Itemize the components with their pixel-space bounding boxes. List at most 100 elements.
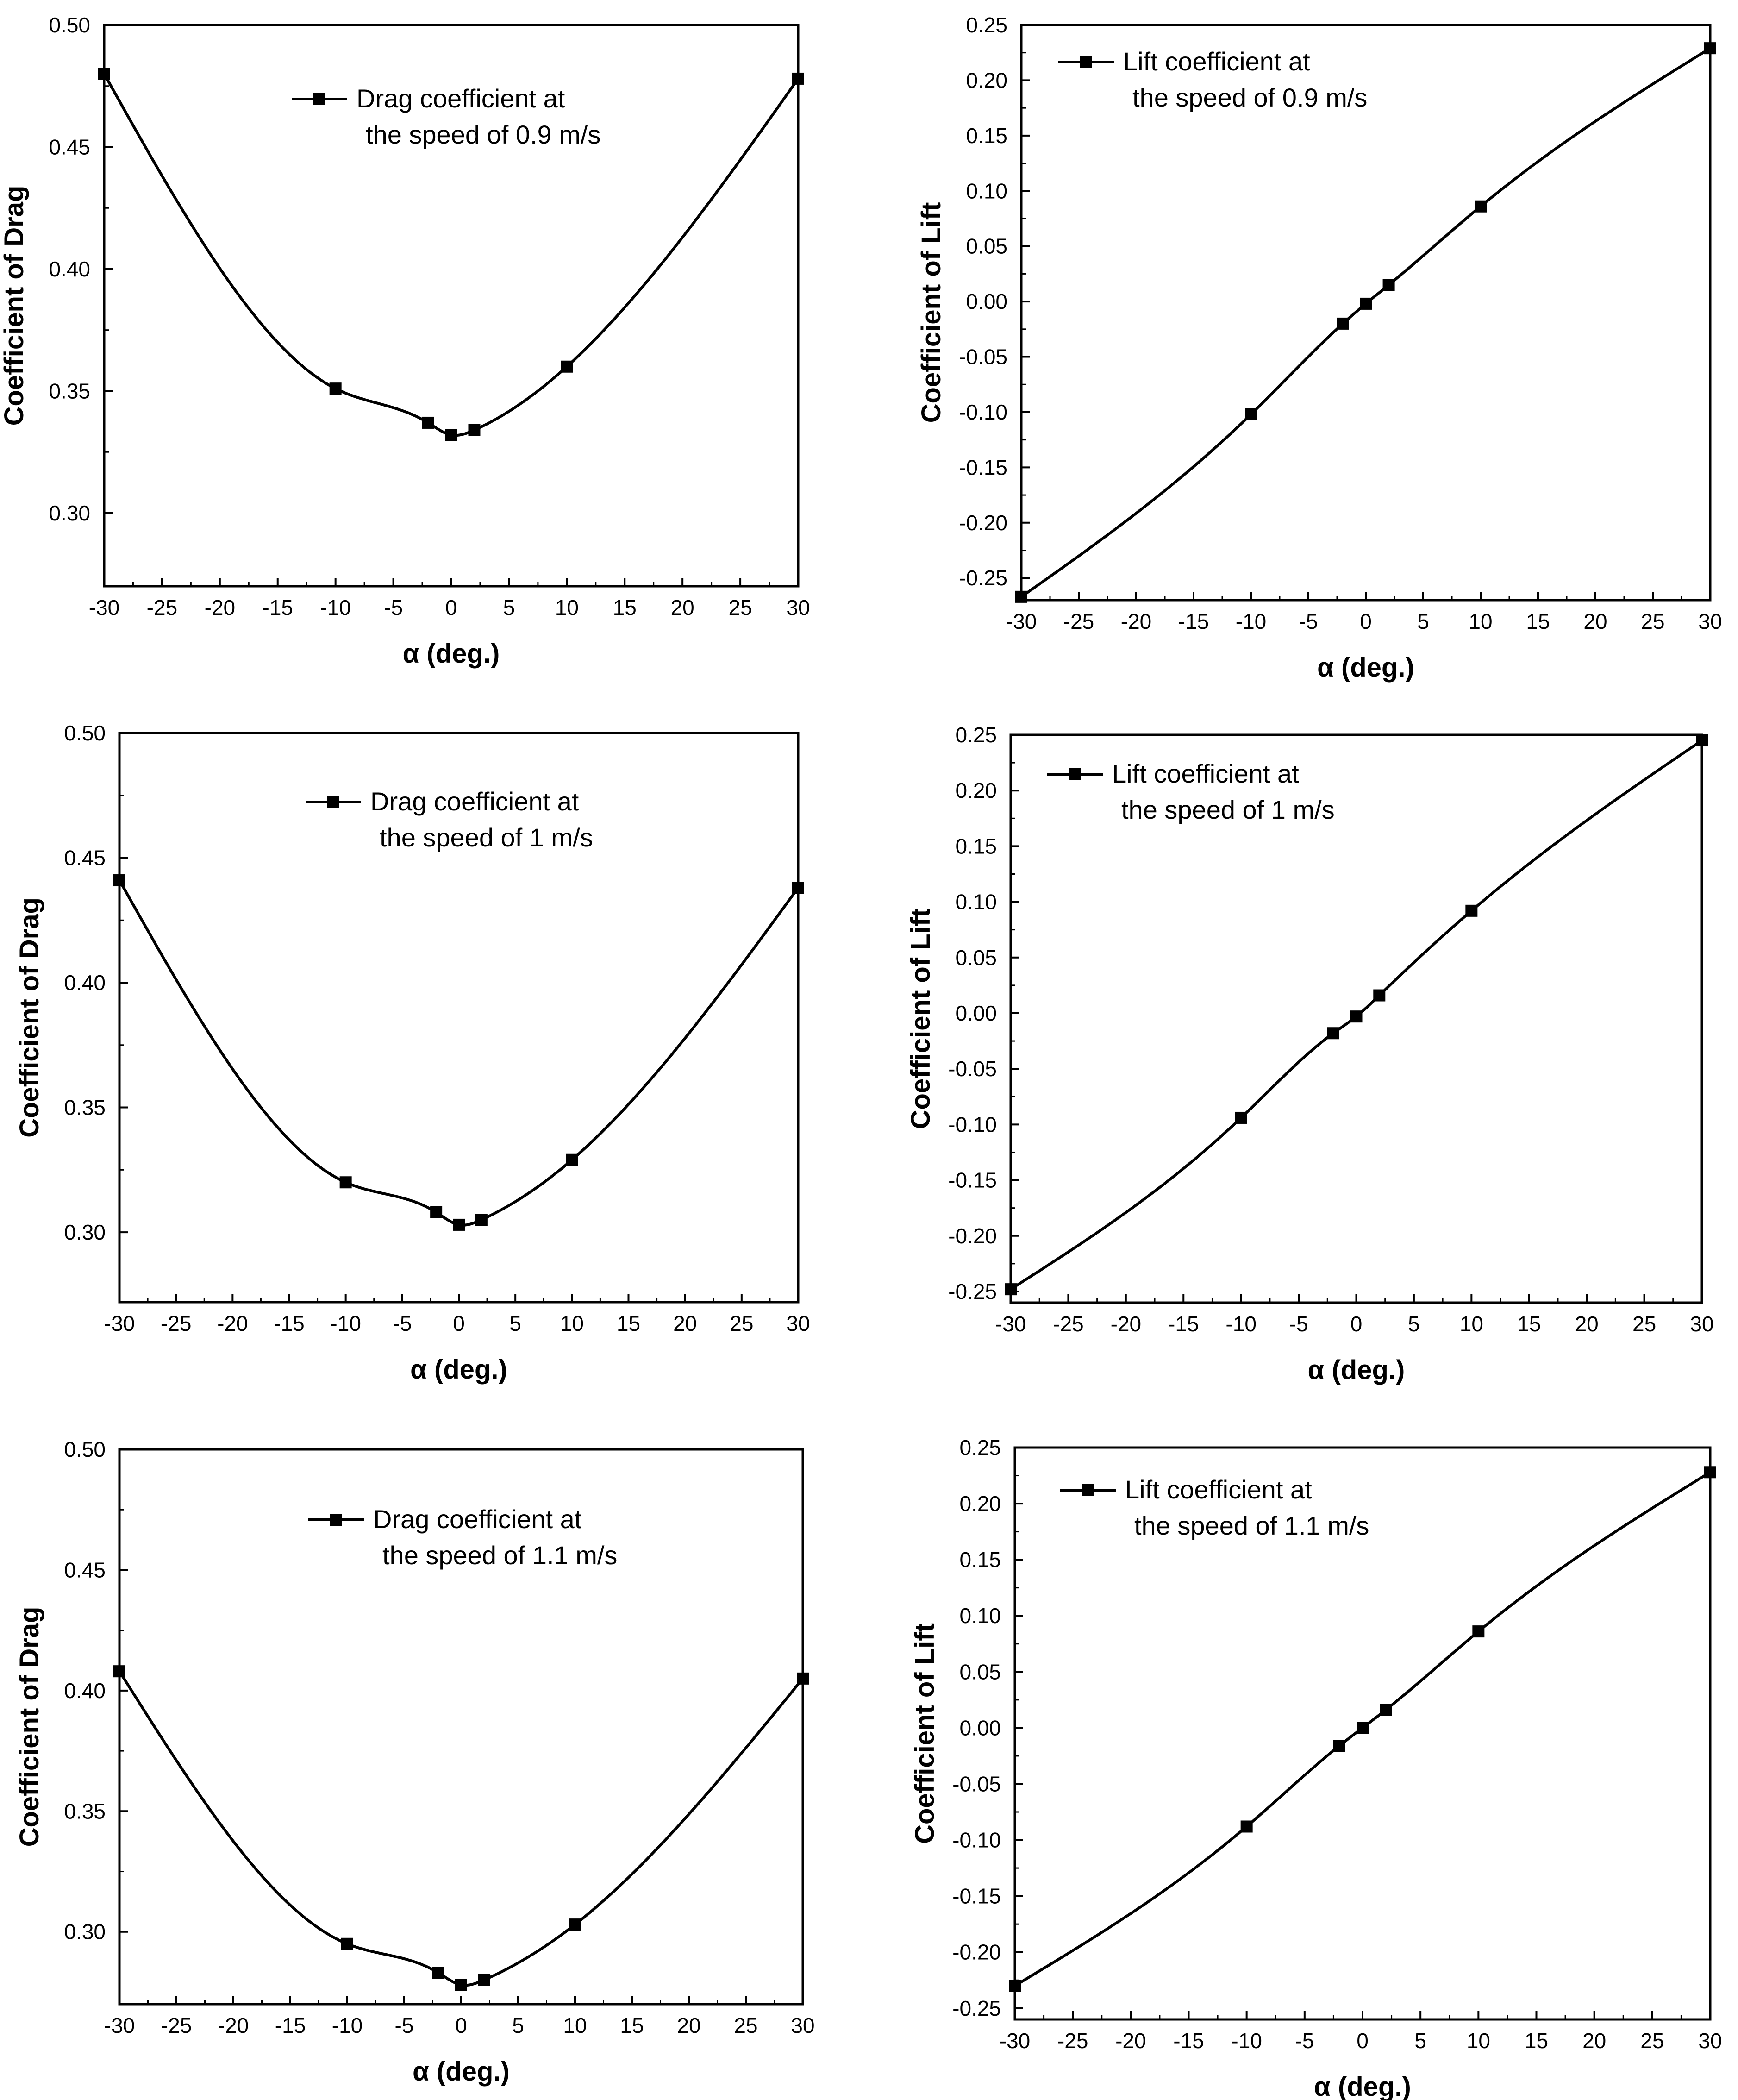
data-point-marker <box>1327 1027 1339 1039</box>
y-tick-label: 0.45 <box>64 1558 106 1582</box>
chart-panel-4: -30 -25 -20 -15 -10 -5 0 5 10 15 20 25 30 -0.25 -0.20 -… <box>906 723 1714 1385</box>
y-axis-title: Coefficient of Lift <box>906 909 936 1129</box>
legend-marker-icon <box>313 93 325 105</box>
x-tick-label: 10 <box>560 1311 584 1335</box>
y-tick-label: 0.50 <box>64 721 106 745</box>
legend: Lift coefficient at the speed of 1.1 m/s <box>1060 1475 1369 1540</box>
x-tick-label: -10 <box>332 2013 363 2037</box>
x-tick-label: -15 <box>1173 2029 1204 2053</box>
data-point-marker <box>797 1673 809 1685</box>
data-point-marker <box>1350 1010 1363 1022</box>
x-axis-title: α (deg.) <box>1314 2072 1411 2100</box>
x-tick-label: 15 <box>617 1311 640 1335</box>
chart-panel-2: -30 -25 -20 -15 -10 -5 0 5 10 15 20 25 30 -0.25 -0.20 -… <box>916 13 1722 683</box>
x-tick-label: -30 <box>1006 609 1037 633</box>
x-tick-label: -25 <box>147 596 177 620</box>
data-point-marker <box>113 874 125 886</box>
data-point-marker <box>453 1219 465 1231</box>
x-tick-label: 15 <box>620 2013 644 2037</box>
legend-marker-icon <box>1069 768 1081 780</box>
x-tick-label: 5 <box>512 2013 524 2037</box>
data-point-marker <box>341 1938 353 1950</box>
y-tick-label: 0.00 <box>955 1001 997 1025</box>
x-tick-label: 30 <box>786 1311 810 1335</box>
legend-marker-icon <box>1080 56 1092 68</box>
data-point-marker <box>1005 1283 1017 1295</box>
legend-label: the speed of 1 m/s <box>380 823 593 852</box>
chart-panel-5: -30 -25 -20 -15 -10 -5 0 5 10 15 20 25 30 0.30 0.35 0.4… <box>14 1437 815 2087</box>
data-point-marker <box>1475 201 1487 213</box>
data-point-marker <box>1373 990 1385 1002</box>
x-axis-title: α (deg.) <box>410 1354 507 1385</box>
data-point-marker <box>561 361 573 373</box>
x-tick-label: -30 <box>104 2013 135 2037</box>
data-point-marker <box>1241 1820 1253 1832</box>
legend-label: the speed of 0.9 m/s <box>366 120 600 149</box>
x-tick-label: 0 <box>1360 609 1372 633</box>
legend: Drag coefficient at the speed of 1 m/s <box>306 787 593 852</box>
x-tick-label: -30 <box>995 1312 1026 1336</box>
y-tick-label: 0.15 <box>955 834 997 858</box>
x-tick-label: -20 <box>205 596 235 620</box>
legend-marker-icon <box>330 1514 342 1526</box>
x-tick-label: 30 <box>786 596 810 620</box>
x-tick-label: -10 <box>1225 1312 1256 1336</box>
data-point-marker <box>1383 279 1395 291</box>
data-point-marker <box>445 429 457 441</box>
x-tick-label: -25 <box>1053 1312 1083 1336</box>
x-tick-label: 10 <box>1469 609 1492 633</box>
data-point-marker <box>1009 1980 1021 1992</box>
x-tick-label: 10 <box>555 596 579 620</box>
x-axis-title: α (deg.) <box>403 639 500 669</box>
x-tick-label: -10 <box>1236 609 1266 633</box>
series-line <box>119 880 798 1225</box>
legend-label: Drag coefficient at <box>356 84 565 113</box>
data-point-marker <box>566 1154 578 1166</box>
y-tick-label: 0.25 <box>966 13 1007 37</box>
y-tick-label: 0.40 <box>64 971 106 995</box>
x-tick-label: -20 <box>1121 609 1151 633</box>
data-point-marker <box>569 1918 581 1931</box>
x-tick-label: 10 <box>1467 2029 1490 2053</box>
x-tick-label: -20 <box>1111 1312 1141 1336</box>
x-tick-label: -10 <box>320 596 350 620</box>
data-point-marker <box>792 882 804 894</box>
x-tick-label: 25 <box>730 1311 753 1335</box>
x-tick-label: 0 <box>455 2013 467 2037</box>
y-tick-label: -0.25 <box>952 1996 1001 2020</box>
legend-label: Lift coefficient at <box>1112 759 1299 788</box>
x-tick-label: 30 <box>1690 1312 1713 1336</box>
x-axis-title: α (deg.) <box>1308 1355 1405 1385</box>
data-point-marker <box>1704 1466 1716 1478</box>
y-tick-label: -0.05 <box>948 1057 997 1081</box>
x-tick-label: 15 <box>613 596 637 620</box>
legend-marker-icon <box>1082 1484 1094 1496</box>
x-tick-label: 25 <box>1641 609 1664 633</box>
y-tick-label: 0.25 <box>955 723 997 747</box>
x-tick-label: 30 <box>1698 2029 1722 2053</box>
y-tick-label: -0.25 <box>948 1279 997 1304</box>
x-tick-label: -15 <box>1168 1312 1199 1336</box>
chart-panel-1: -30 -25 -20 -15 -10 -5 0 5 10 15 20 25 30 0.30 0.35 0.4… <box>0 13 810 669</box>
legend-label: the speed of 1.1 m/s <box>1134 1511 1369 1540</box>
legend-label: Drag coefficient at <box>370 787 579 816</box>
y-tick-label: 0.10 <box>959 1604 1001 1628</box>
x-tick-label: -15 <box>263 596 293 620</box>
x-tick-label: -30 <box>1000 2029 1030 2053</box>
data-point-marker <box>330 382 342 395</box>
data-point-marker <box>1472 1625 1484 1637</box>
legend-label: the speed of 1 m/s <box>1121 795 1335 824</box>
y-tick-label: -0.15 <box>948 1168 997 1192</box>
data-point-marker <box>98 68 110 80</box>
y-tick-label: -0.10 <box>959 400 1007 424</box>
y-axis-title: Coefficient of Drag <box>14 1607 44 1847</box>
x-tick-label: 15 <box>1525 2029 1548 2053</box>
y-tick-label: -0.05 <box>952 1772 1001 1796</box>
x-axis-title: α (deg.) <box>1317 652 1414 683</box>
data-point-marker <box>432 1967 444 1979</box>
y-axis-title: Coefficient of Drag <box>14 897 44 1138</box>
y-tick-label: 0.10 <box>966 179 1007 203</box>
y-tick-label: -0.05 <box>959 345 1007 369</box>
data-point-marker <box>1380 1704 1392 1716</box>
x-tick-label: 0 <box>453 1311 465 1335</box>
